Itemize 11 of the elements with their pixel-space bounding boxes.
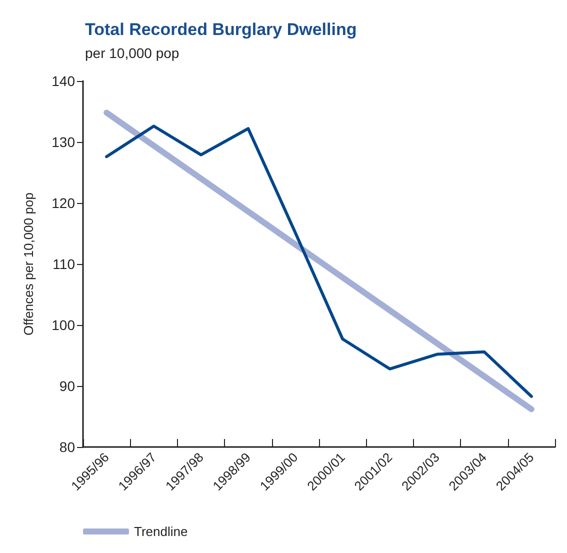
y-axis-title: Offences per 10,000 pop: [21, 192, 36, 336]
y-tick-label: 100: [52, 317, 76, 333]
chart-subtitle: per 10,000 pop: [85, 45, 180, 61]
chart-title: Total Recorded Burglary Dwelling: [85, 20, 357, 39]
legend-label: Trendline: [134, 524, 188, 539]
y-tick-label: 80: [59, 439, 76, 455]
y-tick-label: 140: [52, 73, 76, 89]
y-tick-label: 110: [52, 256, 76, 272]
y-tick-label: 130: [52, 134, 76, 150]
y-tick-label: 120: [52, 195, 76, 211]
y-tick-label: 90: [59, 378, 76, 394]
